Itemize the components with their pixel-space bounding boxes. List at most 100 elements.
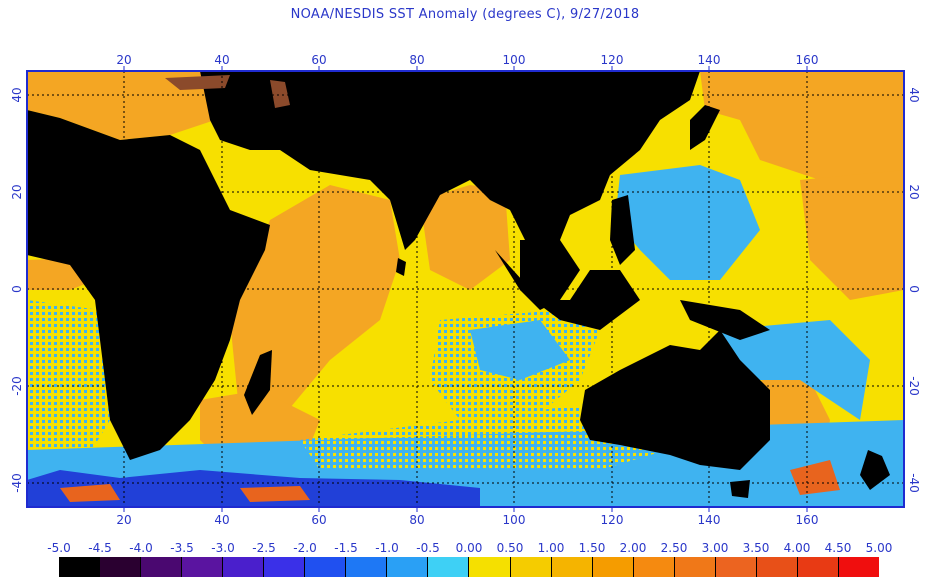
tick-marks [123, 66, 808, 512]
africa-landmass [27, 110, 270, 460]
tasmania-landmass [730, 480, 750, 498]
warm-central-pacific-region [800, 170, 904, 300]
right-lat-label-40: 40 [907, 87, 921, 102]
legend-label: 3.00 [701, 541, 729, 555]
graticule [27, 71, 904, 507]
legend-swatch [387, 557, 429, 577]
left-lat-label-minus40: -40 [10, 473, 24, 493]
legend-swatch [797, 557, 839, 577]
legend-swatch [223, 557, 265, 577]
cool-coral-sea-region [720, 320, 870, 420]
strong-warm-tasman-patch [790, 460, 840, 495]
legend-swatch [59, 557, 101, 577]
legend-swatch [469, 557, 511, 577]
right-lat-label-20: 20 [907, 184, 921, 199]
legend-swatch [264, 557, 306, 577]
bottom-lon-label-40: 40 [214, 513, 229, 527]
legend-label: -1.0 [375, 541, 399, 555]
madagascar-landmass [244, 350, 272, 415]
bottom-lon-label-100: 100 [503, 513, 526, 527]
legend-label: -0.5 [416, 541, 440, 555]
legend-label: 2.00 [619, 541, 647, 555]
legend-label: -2.5 [252, 541, 276, 555]
right-lat-label-0: 0 [907, 285, 921, 293]
legend-label: 3.50 [742, 541, 770, 555]
legend-swatch [510, 557, 552, 577]
top-lon-label-60: 60 [311, 53, 326, 67]
left-lat-label-minus20: -20 [10, 376, 24, 396]
legend-swatch [633, 557, 675, 577]
legend-swatch [715, 557, 757, 577]
indochina-landmass [520, 240, 580, 310]
legend-label: -4.0 [129, 541, 153, 555]
warm-mediterranean-region [27, 71, 215, 140]
borneo-sumatra-landmass [495, 250, 640, 330]
legend-swatch [551, 557, 593, 577]
legend-swatch [305, 557, 347, 577]
sri-lanka-landmass [396, 258, 406, 276]
eurasia-landmass [200, 71, 700, 260]
legend-label: 0.00 [455, 541, 483, 555]
philippines-landmass [610, 195, 635, 265]
legend-swatch [182, 557, 224, 577]
legend-swatch [141, 557, 183, 577]
legend-label: 2.50 [660, 541, 688, 555]
bottom-lon-label-20: 20 [116, 513, 131, 527]
map-title: NOAA/NESDIS SST Anomaly (degrees C), 9/2… [290, 7, 640, 22]
left-lat-label-0: 0 [10, 285, 24, 293]
cool-philippine-sea-region [615, 165, 760, 280]
right-lat-label-minus20: -20 [907, 376, 921, 396]
new-guinea-landmass [680, 300, 770, 340]
cool-east-indian-ocean-region [470, 320, 570, 380]
legend-color-bar [59, 557, 879, 577]
bottom-lon-label-120: 120 [601, 513, 624, 527]
legend-label: 4.50 [824, 541, 852, 555]
warm-bay-of-bengal-region [420, 185, 510, 290]
legend-swatch [100, 557, 142, 577]
legend-swatch [428, 557, 470, 577]
map-frame [26, 70, 905, 508]
caspian-sea-lake [270, 80, 290, 108]
top-lon-label-120: 120 [601, 53, 624, 67]
top-lon-label-160: 160 [796, 53, 819, 67]
legend-label: -5.0 [47, 541, 71, 555]
legend-label: 0.50 [496, 541, 524, 555]
new-zealand-landmass [860, 450, 890, 490]
legend-label: 1.50 [578, 541, 606, 555]
legend-label: 4.00 [783, 541, 811, 555]
left-lat-label-40: 40 [10, 87, 24, 102]
legend-swatch [592, 557, 634, 577]
bottom-lon-label-80: 80 [409, 513, 424, 527]
legend-swatch [756, 557, 798, 577]
legend-label: 1.00 [537, 541, 565, 555]
left-latitude-labels: 40 20 0 -20 -40 [10, 87, 24, 492]
top-lon-label-40: 40 [214, 53, 229, 67]
legend-label: -4.5 [88, 541, 112, 555]
legend-label: -2.0 [293, 541, 317, 555]
legend-label: -3.5 [170, 541, 194, 555]
cool-benguela-region [27, 300, 110, 470]
right-latitude-labels: 40 20 0 -20 -40 [907, 87, 921, 492]
landmasses [27, 71, 890, 498]
legend-swatch [346, 557, 388, 577]
legend-label: -1.5 [334, 541, 358, 555]
legend-label: 5.00 [865, 541, 893, 555]
top-lon-label-80: 80 [409, 53, 424, 67]
right-lat-label-minus40: -40 [907, 473, 921, 493]
strong-warm-southern-ocean-patches [60, 484, 310, 502]
bottom-longitude-labels: 20 40 60 80 100 120 140 160 [116, 513, 818, 527]
legend-label: -3.0 [211, 541, 235, 555]
left-lat-label-20: 20 [10, 184, 24, 199]
japan-landmass [690, 105, 720, 150]
bottom-lon-label-160: 160 [796, 513, 819, 527]
legend-swatch [674, 557, 716, 577]
bottom-lon-label-140: 140 [698, 513, 721, 527]
warm-arabian-sea-region [230, 185, 400, 420]
legend-swatch [838, 557, 879, 577]
top-lon-label-100: 100 [503, 53, 526, 67]
black-sea-lake [165, 75, 230, 90]
top-longitude-labels: 20 40 60 80 100 120 140 160 [116, 53, 818, 67]
top-lon-label-140: 140 [698, 53, 721, 67]
top-lon-label-20: 20 [116, 53, 131, 67]
